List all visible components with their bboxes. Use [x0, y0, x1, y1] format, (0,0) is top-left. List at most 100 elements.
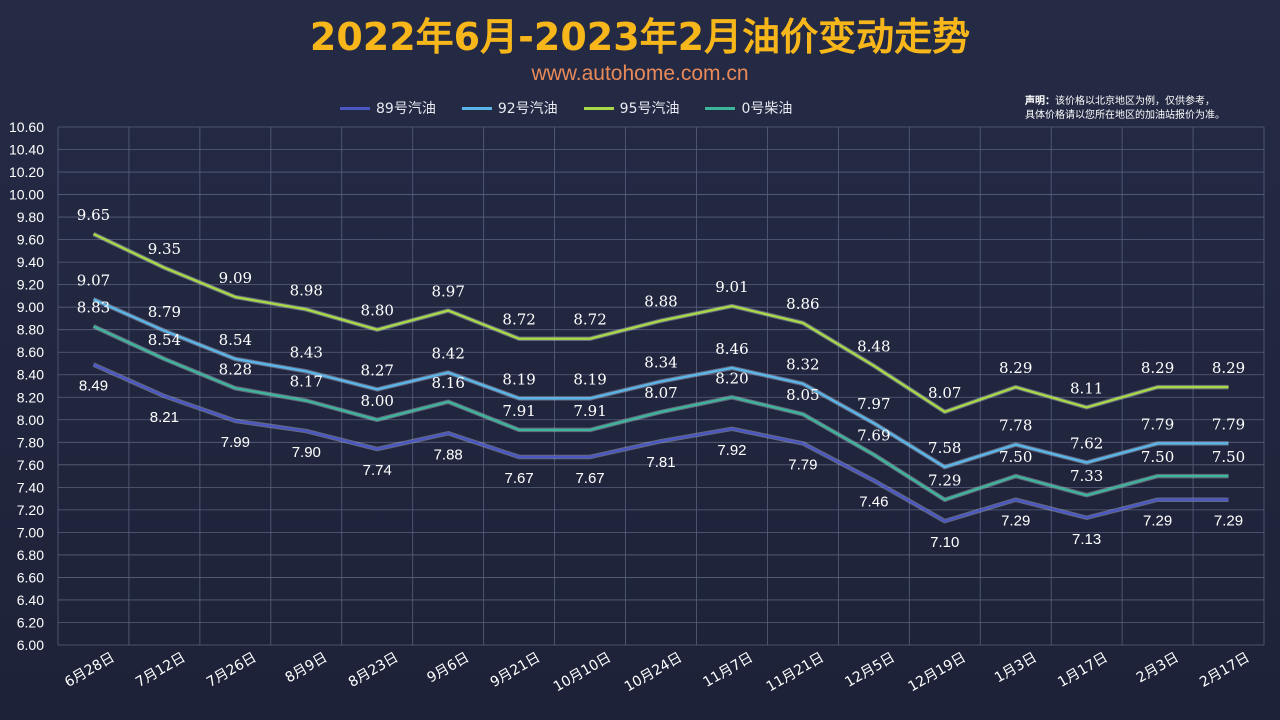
data-label-s92: 9.07 — [77, 271, 110, 289]
data-label-s89: 7.29 — [1001, 513, 1030, 530]
data-label-s0: 8.17 — [290, 373, 323, 391]
y-tick-label: 9.00 — [17, 299, 44, 315]
data-label-s0: 7.50 — [1212, 448, 1245, 466]
x-tick-label: 11月7日 — [701, 650, 756, 691]
data-label-s95: 9.01 — [715, 278, 748, 296]
data-label-s92: 8.46 — [715, 340, 748, 358]
y-tick-label: 10.40 — [9, 142, 44, 158]
legend-label-0: 0号柴油 — [741, 101, 793, 117]
data-label-s95: 8.29 — [1212, 359, 1245, 377]
y-tick-label: 7.00 — [17, 524, 44, 540]
y-tick-label: 6.40 — [17, 592, 44, 608]
data-label-s0: 7.91 — [502, 402, 535, 420]
series-line-s89 — [92, 363, 1229, 523]
data-label-s95: 9.09 — [219, 269, 252, 287]
y-tick-label: 10.20 — [9, 164, 44, 180]
data-label-s0: 8.05 — [786, 386, 819, 404]
data-label-s0: 8.54 — [148, 331, 181, 349]
data-label-s0: 8.00 — [361, 392, 394, 410]
x-tick-label: 7月12日 — [133, 650, 188, 691]
y-tick-label: 9.80 — [17, 209, 44, 225]
data-label-s0: 7.33 — [1070, 467, 1103, 485]
data-label-s89: 7.29 — [1143, 513, 1172, 530]
data-label-s92: 8.34 — [644, 353, 677, 371]
y-tick-label: 6.80 — [17, 547, 44, 563]
y-tick-label: 6.00 — [17, 637, 44, 653]
legend-item-92: 92号汽油 — [461, 98, 558, 118]
series-line-s0 — [92, 325, 1229, 501]
legend-label-92: 92号汽油 — [497, 101, 558, 117]
data-label-s89: 7.92 — [717, 442, 746, 459]
x-tick-label: 6月28日 — [62, 650, 117, 691]
data-label-s95: 8.29 — [1141, 359, 1174, 377]
y-tick-label: 8.80 — [17, 322, 44, 338]
data-label-s0: 7.29 — [928, 472, 961, 490]
legend-swatch-89 — [340, 106, 370, 110]
data-label-s92: 8.43 — [290, 343, 323, 361]
data-label-s89: 7.88 — [434, 446, 463, 463]
data-label-s92: 7.97 — [857, 395, 890, 413]
legend-swatch-92 — [461, 106, 492, 110]
legend-item-95: 95号汽油 — [583, 98, 679, 118]
y-tick-label: 9.20 — [17, 277, 44, 293]
x-tick-label: 10月24日 — [622, 650, 685, 696]
y-tick-label: 6.60 — [17, 569, 44, 585]
legend-item-89: 89号汽油 — [340, 98, 436, 118]
y-tick-label: 8.20 — [17, 389, 44, 405]
legend-swatch-0 — [705, 106, 736, 110]
data-label-s89: 8.21 — [150, 409, 179, 426]
x-tick-label: 8月23日 — [346, 650, 401, 691]
chart-subtitle: www.autohome.com.cn — [531, 62, 749, 85]
disclaimer-label: 声明： — [1025, 96, 1055, 107]
data-label-s95: 8.86 — [786, 295, 819, 313]
data-label-s95: 8.98 — [290, 281, 323, 299]
data-label-s0: 7.69 — [857, 427, 890, 445]
data-label-s0: 8.83 — [77, 298, 110, 316]
data-label-s0: 8.16 — [431, 374, 464, 392]
data-label-s95: 8.72 — [573, 311, 606, 329]
data-label-s92: 7.79 — [1141, 415, 1174, 433]
data-label-s89: 7.81 — [646, 454, 675, 471]
data-label-s0: 7.91 — [573, 402, 606, 420]
x-tick-label: 9月6日 — [424, 650, 472, 687]
data-label-s95: 9.35 — [148, 240, 181, 258]
y-tick-label: 7.20 — [17, 502, 44, 518]
y-tick-label: 10.00 — [9, 187, 44, 203]
data-label-s89: 7.10 — [930, 534, 959, 551]
data-label-s95: 8.48 — [857, 338, 890, 356]
x-tick-label: 8月9日 — [283, 650, 331, 687]
x-tick-label: 2月17日 — [1197, 650, 1252, 691]
y-tick-label: 7.40 — [17, 479, 44, 495]
data-label-s89: 7.29 — [1214, 513, 1243, 530]
x-tick-label: 1月3日 — [992, 650, 1040, 687]
data-label-s92: 8.79 — [148, 303, 181, 321]
data-label-s92: 8.32 — [786, 356, 819, 374]
legend-label-89: 89号汽油 — [376, 101, 436, 117]
y-tick-label: 8.40 — [17, 367, 44, 383]
y-tick-label: 9.60 — [17, 232, 44, 248]
disclaimer-line-2: 具体价格请以您所在地区的加油站报价为准。 — [1025, 110, 1225, 121]
data-label-s95: 8.88 — [644, 293, 677, 311]
data-label-s0: 8.07 — [644, 384, 677, 402]
y-tick-label: 10.60 — [9, 119, 44, 135]
data-label-s89: 7.99 — [221, 434, 250, 451]
x-tick-label: 9月21日 — [488, 650, 543, 691]
data-label-s92: 8.42 — [431, 344, 464, 362]
legend-swatch-95 — [583, 106, 614, 110]
data-label-s95: 8.29 — [999, 359, 1032, 377]
x-tick-label: 1月17日 — [1055, 650, 1110, 691]
data-label-s95: 8.97 — [431, 283, 464, 301]
data-label-s92: 8.27 — [361, 361, 394, 379]
x-tick-label: 12月19日 — [906, 650, 969, 696]
series-line-s92 — [92, 298, 1229, 469]
data-label-s89: 7.79 — [788, 456, 817, 473]
data-label-s0: 8.20 — [715, 369, 748, 387]
x-tick-label: 11月21日 — [764, 650, 827, 696]
y-tick-label: 9.40 — [17, 254, 44, 270]
y-tick-label: 7.60 — [17, 457, 44, 473]
x-tick-label: 2月3日 — [1134, 650, 1182, 687]
data-label-s89: 7.74 — [363, 462, 392, 479]
data-label-s95: 8.80 — [361, 302, 394, 320]
data-label-s89: 8.49 — [79, 378, 108, 395]
